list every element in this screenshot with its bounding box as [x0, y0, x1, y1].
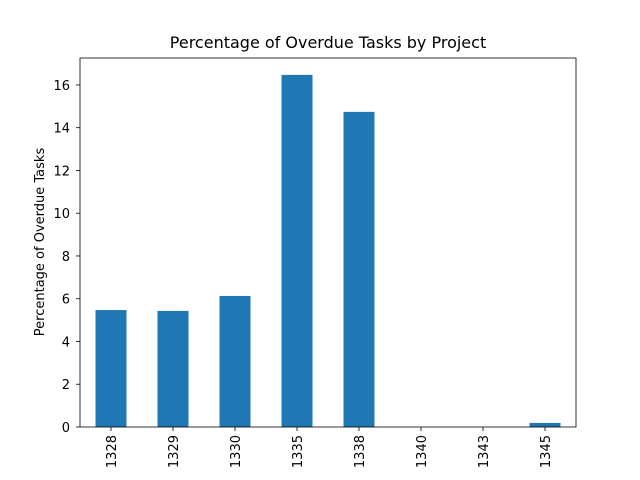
- x-tick-label: 1338: [353, 435, 368, 468]
- plot-frame: [79, 57, 577, 428]
- y-tick-label: 6: [62, 293, 70, 308]
- x-tick-label: 1345: [539, 435, 554, 468]
- y-axis-label: Percentage of Overdue Tasks: [33, 148, 48, 337]
- y-tick-label: 4: [62, 335, 70, 350]
- bar: [343, 111, 375, 428]
- bar: [95, 310, 127, 427]
- x-tick-label: 1329: [167, 435, 182, 468]
- bar: [529, 422, 561, 427]
- y-tick-label: 8: [62, 250, 70, 265]
- chart-title: Percentage of Overdue Tasks by Project: [170, 33, 486, 52]
- x-tick-label: 1330: [229, 435, 244, 468]
- y-tick-label: 14: [53, 122, 70, 137]
- x-tick-label: 1328: [105, 435, 120, 468]
- y-tick-label: 2: [62, 378, 70, 393]
- bar: [281, 74, 313, 427]
- bar: [219, 295, 251, 427]
- x-tick-label: 1343: [477, 435, 492, 468]
- y-tick-label: 12: [53, 164, 70, 179]
- x-tick-label: 1340: [415, 435, 430, 468]
- y-tick-label: 16: [53, 79, 70, 94]
- y-tick-label: 0: [62, 421, 70, 436]
- bar: [157, 310, 189, 427]
- y-tick-label: 10: [53, 207, 70, 222]
- x-tick-label: 1335: [291, 435, 306, 468]
